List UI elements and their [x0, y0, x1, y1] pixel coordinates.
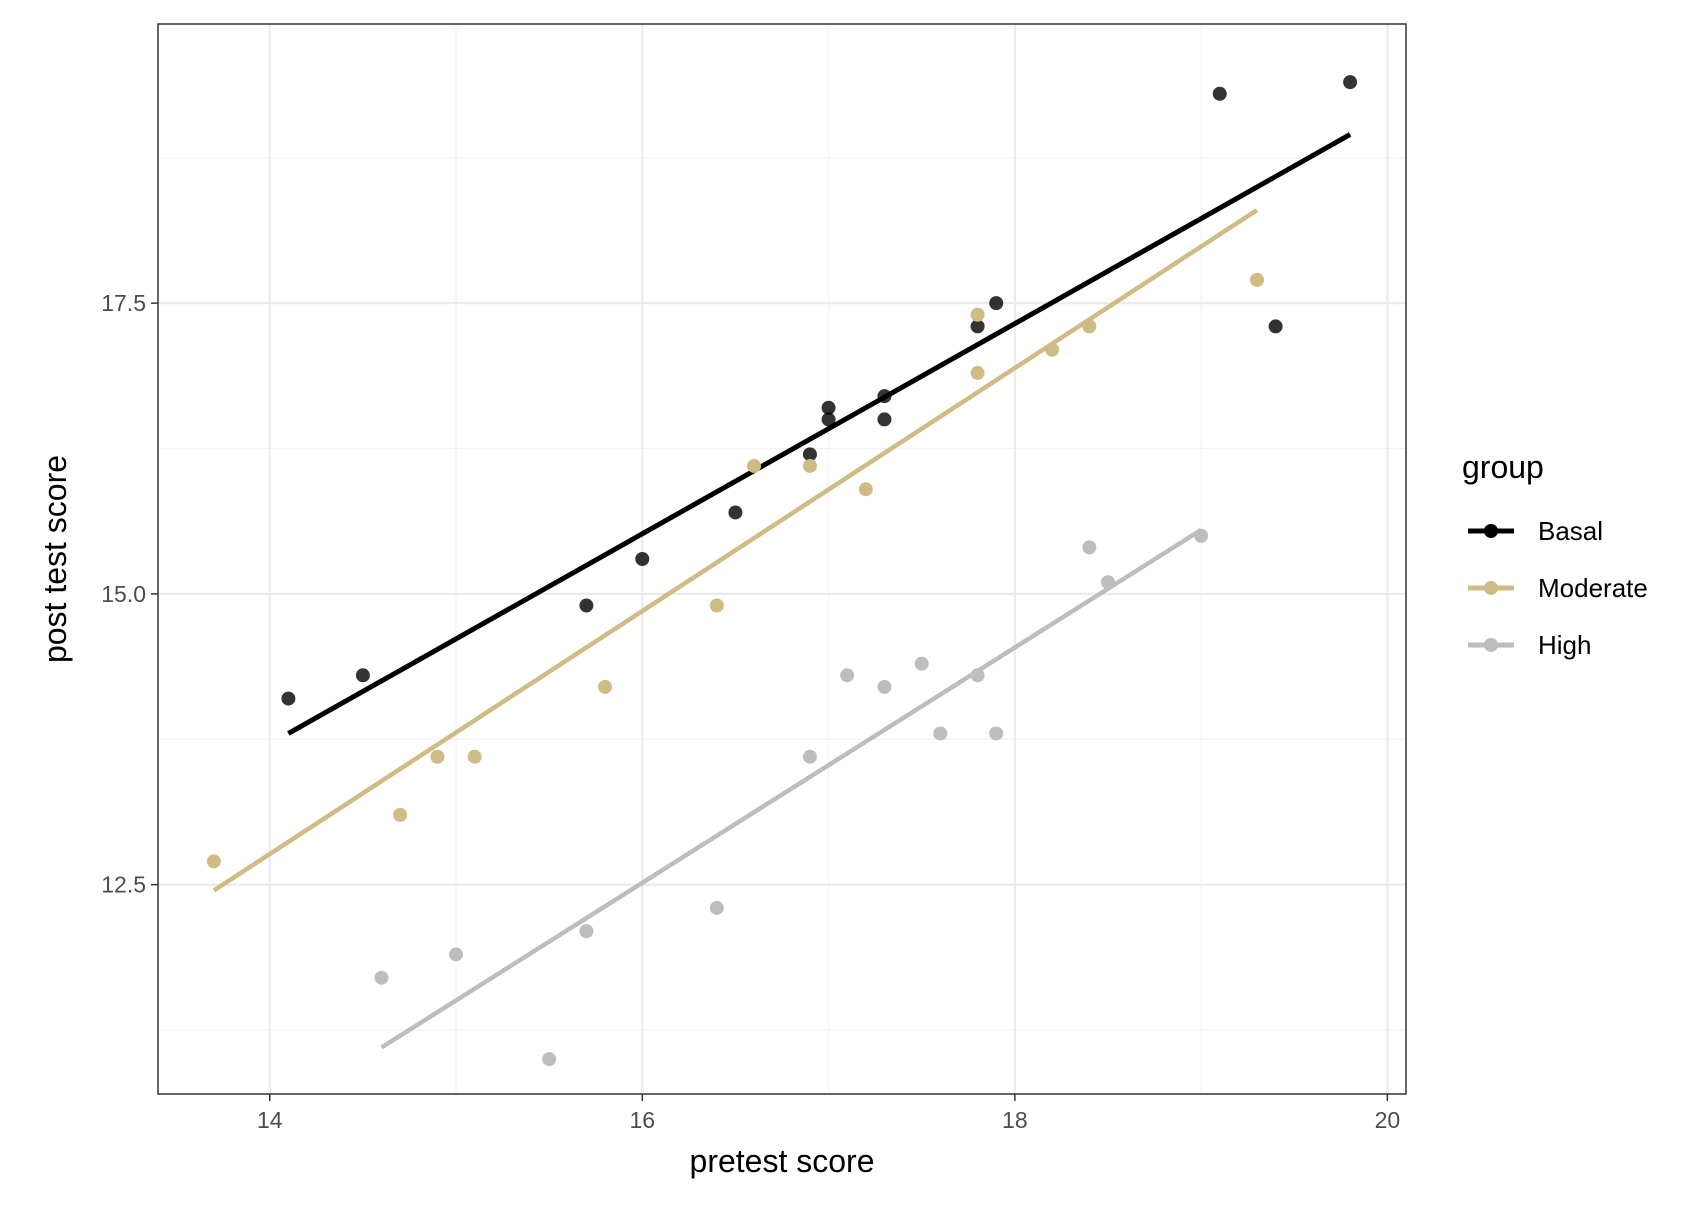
- point-basal: [970, 319, 985, 334]
- point-high: [802, 749, 817, 764]
- point-high: [989, 726, 1004, 741]
- y-tick-label: 15.0: [101, 581, 146, 607]
- point-basal: [281, 691, 296, 706]
- x-tick-label: 16: [630, 1107, 656, 1133]
- point-moderate: [1082, 319, 1097, 334]
- point-moderate: [1249, 272, 1264, 287]
- point-high: [840, 668, 855, 683]
- point-moderate: [206, 854, 221, 869]
- panel-border: [157, 23, 1407, 1095]
- point-basal: [989, 296, 1004, 311]
- point-moderate: [970, 307, 985, 322]
- point-high: [449, 947, 464, 962]
- legend-key-point: [1484, 581, 1498, 595]
- legend-label: Basal: [1538, 516, 1603, 546]
- x-axis: 14 16 18 20: [257, 1094, 1400, 1133]
- point-basal: [635, 552, 650, 566]
- x-tick-label: 18: [1002, 1107, 1028, 1133]
- fit-line-basal: [287, 132, 1352, 736]
- panel-background: [158, 24, 1406, 1094]
- fit-line-high: [380, 528, 1203, 1050]
- legend-label: Moderate: [1538, 573, 1648, 603]
- legend-title: group: [1462, 449, 1544, 485]
- point-basal: [1343, 75, 1358, 90]
- point-basal: [821, 412, 836, 427]
- point-basal: [877, 412, 892, 427]
- minor-gridlines: [158, 24, 1406, 1094]
- point-high: [542, 1052, 557, 1067]
- point-moderate: [430, 749, 445, 764]
- point-basal: [579, 598, 594, 613]
- point-moderate: [858, 482, 873, 497]
- point-moderate: [467, 749, 482, 764]
- legend-item-moderate: Moderate: [1468, 573, 1648, 603]
- point-moderate: [598, 679, 613, 694]
- legend-item-basal: Basal: [1468, 516, 1603, 546]
- x-tick-label: 14: [257, 1107, 283, 1133]
- major-gridlines: [158, 24, 1406, 1094]
- point-basal: [355, 668, 370, 683]
- point-moderate: [970, 365, 985, 380]
- y-axis-title: post test score: [37, 455, 73, 663]
- x-axis-title: pretest score: [690, 1143, 875, 1179]
- point-moderate: [709, 598, 724, 613]
- y-tick-label: 17.5: [101, 290, 146, 316]
- point-basal: [1212, 86, 1227, 101]
- point-high: [933, 726, 948, 741]
- point-basal: [821, 400, 836, 415]
- point-basal: [728, 505, 743, 520]
- point-moderate: [802, 458, 817, 473]
- point-high: [1100, 575, 1115, 590]
- point-moderate: [1045, 342, 1060, 357]
- legend-key-point: [1484, 638, 1498, 652]
- data-points: [206, 75, 1358, 1067]
- point-high: [877, 679, 892, 694]
- point-basal: [877, 389, 892, 404]
- x-tick-label: 20: [1375, 1107, 1401, 1133]
- point-high: [709, 900, 724, 915]
- legend-items: Basal Moderate High: [1468, 516, 1648, 660]
- point-high: [1082, 540, 1097, 555]
- point-high: [579, 924, 594, 939]
- y-tick-label: 12.5: [101, 872, 146, 898]
- legend-label: High: [1538, 630, 1591, 660]
- plot-panel: [157, 23, 1407, 1095]
- point-moderate: [393, 807, 408, 822]
- point-high: [914, 656, 929, 671]
- legend-item-high: High: [1468, 630, 1591, 660]
- y-axis: 12.5 15.0 17.5: [101, 290, 158, 898]
- point-moderate: [747, 458, 762, 473]
- point-basal: [1268, 319, 1283, 334]
- point-high: [970, 668, 985, 683]
- legend-key-point: [1484, 524, 1498, 538]
- point-high: [1194, 528, 1209, 543]
- point-basal: [802, 447, 817, 462]
- point-high: [374, 970, 389, 985]
- legend: group Basal Moderate High: [1462, 449, 1648, 660]
